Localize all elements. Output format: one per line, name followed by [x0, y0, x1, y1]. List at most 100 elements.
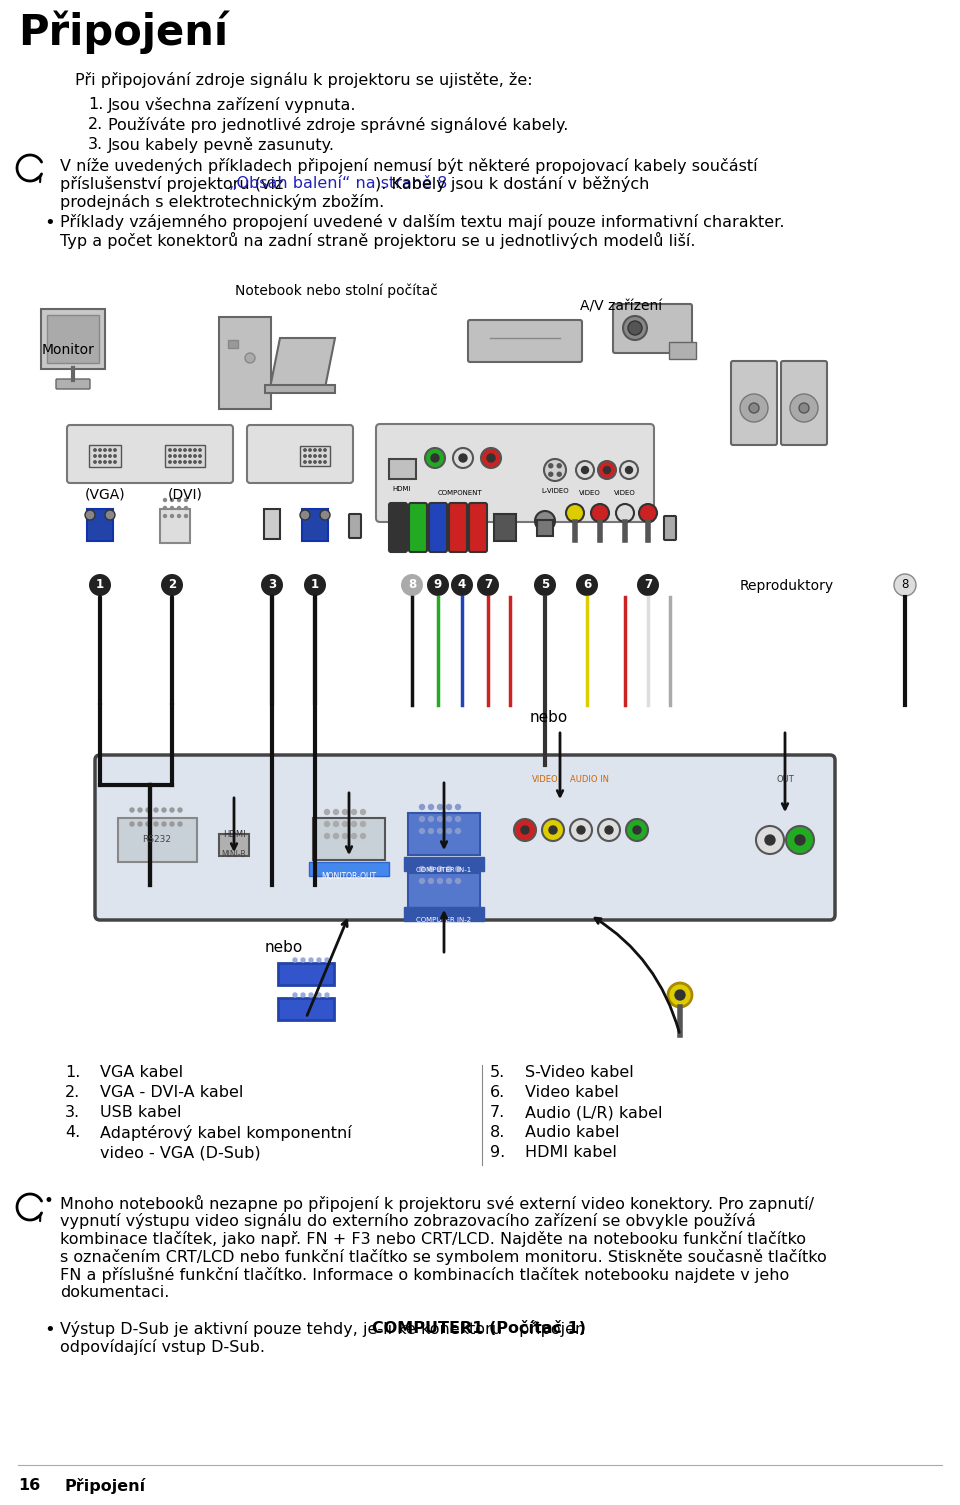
Text: 7: 7: [644, 578, 652, 591]
Circle shape: [183, 461, 186, 464]
Circle shape: [401, 573, 423, 596]
Circle shape: [639, 504, 657, 522]
Circle shape: [114, 448, 116, 451]
Circle shape: [428, 828, 434, 834]
Circle shape: [309, 993, 313, 996]
Circle shape: [194, 448, 196, 451]
FancyBboxPatch shape: [781, 361, 827, 445]
Circle shape: [94, 448, 96, 451]
Circle shape: [420, 879, 424, 883]
Circle shape: [361, 822, 366, 826]
Circle shape: [427, 573, 449, 596]
Circle shape: [301, 959, 305, 962]
Circle shape: [146, 822, 150, 826]
FancyBboxPatch shape: [537, 521, 553, 536]
FancyBboxPatch shape: [67, 424, 233, 483]
Circle shape: [542, 819, 564, 841]
Circle shape: [309, 448, 311, 451]
FancyBboxPatch shape: [429, 503, 447, 552]
Circle shape: [174, 461, 177, 464]
Circle shape: [557, 464, 562, 468]
Circle shape: [99, 455, 101, 458]
Circle shape: [179, 448, 181, 451]
Circle shape: [293, 959, 297, 962]
Circle shape: [446, 828, 451, 834]
Circle shape: [438, 805, 443, 810]
Text: 3: 3: [268, 578, 276, 591]
Text: COMPUTER IN-1: COMPUTER IN-1: [417, 867, 471, 873]
Circle shape: [130, 822, 134, 826]
Text: Typ a počet konektorů na zadní straně projektoru se u jednotlivých modelů liší.: Typ a počet konektorů na zadní straně pr…: [60, 232, 695, 248]
Text: nebo: nebo: [265, 941, 303, 956]
Circle shape: [154, 808, 158, 813]
Text: V níže uvedených příkladech připojení nemusí být některé propojovací kabely souč: V níže uvedených příkladech připojení ne…: [60, 158, 757, 175]
Circle shape: [633, 826, 641, 834]
FancyBboxPatch shape: [376, 424, 654, 522]
Circle shape: [314, 455, 316, 458]
Circle shape: [154, 822, 158, 826]
Text: prodejnách s elektrotechnickým zbožím.: prodejnách s elektrotechnickým zbožím.: [60, 194, 384, 211]
Text: MINI-B: MINI-B: [222, 850, 247, 859]
Circle shape: [420, 867, 424, 871]
FancyBboxPatch shape: [302, 509, 328, 540]
Text: video - VGA (D-Sub): video - VGA (D-Sub): [100, 1145, 260, 1160]
Text: Reproduktory: Reproduktory: [740, 579, 834, 593]
Text: 1.: 1.: [88, 96, 104, 111]
Text: S-Video kabel: S-Video kabel: [525, 1066, 634, 1081]
Circle shape: [576, 573, 598, 596]
Text: „Obsah balení“ na straně 8: „Obsah balení“ na straně 8: [228, 176, 447, 191]
Circle shape: [319, 448, 322, 451]
Circle shape: [333, 810, 339, 814]
Circle shape: [309, 461, 311, 464]
FancyBboxPatch shape: [449, 503, 467, 552]
Circle shape: [199, 448, 202, 451]
Circle shape: [605, 826, 613, 834]
Circle shape: [325, 993, 329, 996]
FancyBboxPatch shape: [118, 819, 197, 862]
Text: Jsou všechna zařízení vypnuta.: Jsou všechna zařízení vypnuta.: [108, 96, 356, 113]
Circle shape: [535, 512, 555, 531]
Circle shape: [189, 455, 191, 458]
Circle shape: [199, 455, 202, 458]
Circle shape: [293, 993, 297, 996]
Circle shape: [304, 573, 326, 596]
FancyBboxPatch shape: [247, 424, 353, 483]
Circle shape: [455, 805, 461, 810]
Circle shape: [420, 828, 424, 834]
Circle shape: [108, 448, 111, 451]
Circle shape: [534, 573, 556, 596]
Text: Notebook nebo stolní počítač: Notebook nebo stolní počítač: [235, 283, 438, 298]
Circle shape: [361, 834, 366, 838]
Circle shape: [438, 828, 443, 834]
Circle shape: [184, 515, 187, 518]
Text: nebo: nebo: [530, 710, 568, 725]
Circle shape: [163, 507, 166, 510]
Circle shape: [245, 354, 255, 363]
Circle shape: [161, 573, 183, 596]
Circle shape: [178, 498, 180, 501]
Text: VIDEO: VIDEO: [579, 491, 601, 497]
Text: RS232: RS232: [142, 835, 172, 844]
Circle shape: [94, 455, 96, 458]
Text: COMPUTER1 (Počítač 1): COMPUTER1 (Počítač 1): [372, 1321, 587, 1336]
Circle shape: [309, 455, 311, 458]
Text: 4.: 4.: [65, 1126, 81, 1139]
Circle shape: [178, 515, 180, 518]
Text: COMPUTER IN-2: COMPUTER IN-2: [417, 917, 471, 923]
Circle shape: [351, 834, 356, 838]
FancyBboxPatch shape: [87, 509, 113, 540]
Circle shape: [170, 808, 174, 813]
FancyBboxPatch shape: [389, 503, 407, 552]
Text: Při připojování zdroje signálu k projektoru se ujistěte, že:: Při připojování zdroje signálu k projekt…: [75, 72, 533, 87]
Text: (DVI): (DVI): [168, 488, 203, 503]
Circle shape: [799, 403, 809, 412]
Circle shape: [174, 455, 177, 458]
Circle shape: [99, 461, 101, 464]
Text: 2.: 2.: [65, 1085, 81, 1100]
Text: 8: 8: [408, 578, 416, 591]
Circle shape: [438, 879, 443, 883]
Circle shape: [756, 826, 784, 853]
FancyBboxPatch shape: [468, 321, 582, 363]
Circle shape: [740, 394, 768, 421]
Text: HDMI: HDMI: [393, 486, 411, 492]
